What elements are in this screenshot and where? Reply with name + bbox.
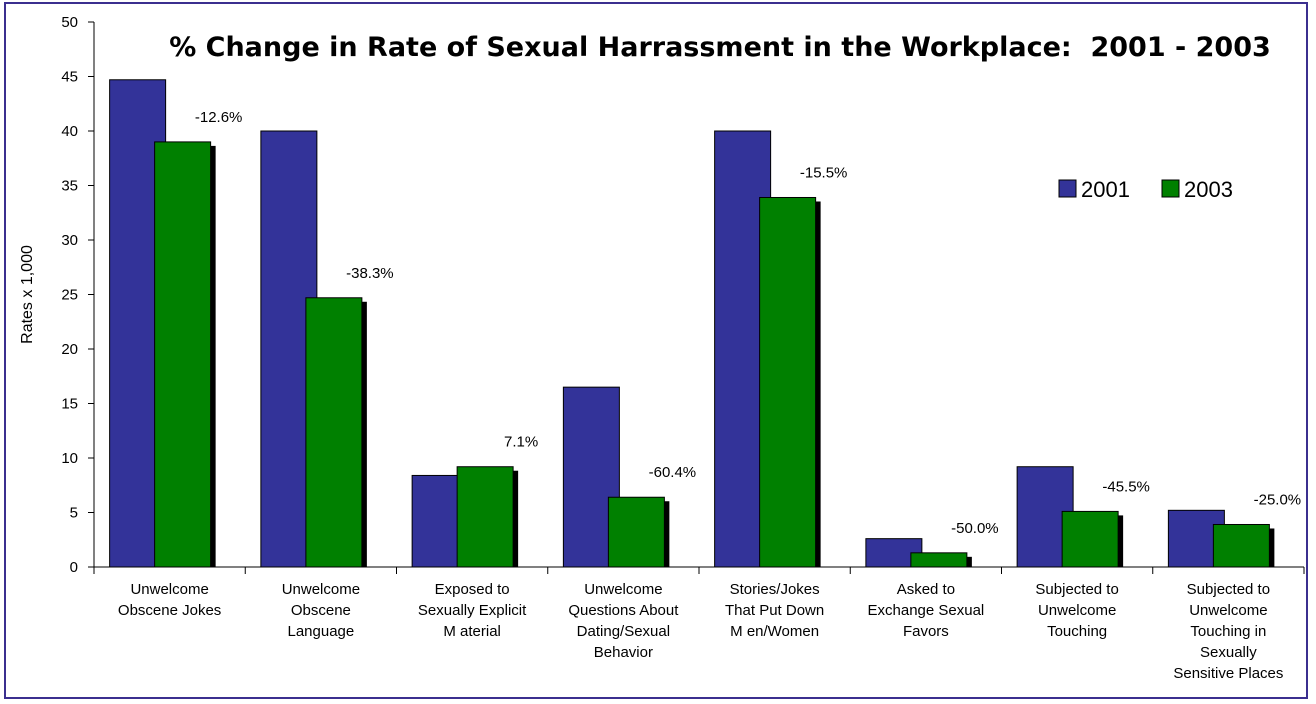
category-label: Sensitive Places bbox=[1173, 665, 1283, 682]
legend-swatch-2001 bbox=[1058, 179, 1077, 198]
category-label: Asked to bbox=[897, 581, 955, 598]
category-label: Unwelcome bbox=[584, 581, 662, 598]
category-label: That Put Down bbox=[725, 602, 824, 619]
y-tick-label: 45 bbox=[61, 69, 78, 86]
chart-title: % Change in Rate of Sexual Harrassment i… bbox=[169, 32, 1271, 63]
y-tick-label: 25 bbox=[61, 287, 78, 304]
y-tick-label: 50 bbox=[61, 14, 78, 31]
category-label: Exchange Sexual bbox=[868, 602, 985, 619]
y-tick-label: 0 bbox=[70, 559, 78, 576]
percent-change-label: -50.0% bbox=[951, 520, 999, 537]
category-label: Exposed to bbox=[435, 581, 510, 598]
category-label: Obscene Jokes bbox=[118, 602, 221, 619]
y-tick-label: 15 bbox=[61, 396, 78, 413]
chart-frame: % Change in Rate of Sexual Harrassment i… bbox=[4, 2, 1308, 699]
percent-change-label: -25.0% bbox=[1254, 491, 1302, 508]
category-label: Sexually bbox=[1200, 644, 1257, 661]
percent-change-label: 7.1% bbox=[504, 434, 538, 451]
category-label: Subjected to bbox=[1187, 581, 1270, 598]
y-tick-label: 10 bbox=[61, 450, 78, 467]
legend-swatch-2003 bbox=[1161, 179, 1180, 198]
category-label: Unwelcome bbox=[130, 581, 208, 598]
category-label: Favors bbox=[903, 623, 949, 640]
category-label: Unwelcome bbox=[282, 581, 360, 598]
y-tick-label: 20 bbox=[61, 341, 78, 358]
legend-label-2003: 2003 bbox=[1184, 177, 1233, 202]
category-label: M aterial bbox=[443, 623, 501, 640]
percent-change-label: -45.5% bbox=[1102, 478, 1150, 495]
category-label: Behavior bbox=[594, 644, 653, 661]
legend-label-2001: 2001 bbox=[1081, 177, 1130, 202]
category-label: Stories/Jokes bbox=[730, 581, 820, 598]
category-label: Unwelcome bbox=[1038, 602, 1116, 619]
category-label: Touching in bbox=[1190, 623, 1266, 640]
category-label: Questions About bbox=[568, 602, 679, 619]
bar-chart: % Change in Rate of Sexual Harrassment i… bbox=[19, 14, 1305, 682]
y-tick-label: 35 bbox=[61, 178, 78, 195]
category-label: M en/Women bbox=[730, 623, 819, 640]
y-tick-label: 30 bbox=[61, 232, 78, 249]
percent-change-label: -12.6% bbox=[195, 109, 243, 126]
bar-2003 bbox=[759, 196, 817, 568]
bar-2003 bbox=[456, 466, 514, 568]
bar-2003 bbox=[305, 297, 363, 568]
category-label: Sexually Explicit bbox=[418, 602, 527, 619]
category-label: Subjected to bbox=[1035, 581, 1118, 598]
y-axis-title: Rates x 1,000 bbox=[19, 245, 36, 344]
y-tick-label: 5 bbox=[70, 505, 78, 522]
category-label: Touching bbox=[1047, 623, 1107, 640]
percent-change-label: -60.4% bbox=[649, 464, 697, 481]
bar-2003 bbox=[1212, 523, 1270, 568]
category-label: Unwelcome bbox=[1189, 602, 1267, 619]
bar-2003 bbox=[910, 552, 968, 568]
bar-2003 bbox=[607, 496, 665, 568]
category-label: Obscene bbox=[291, 602, 351, 619]
category-label: Language bbox=[288, 623, 355, 640]
bar-2003 bbox=[154, 141, 212, 568]
y-tick-label: 40 bbox=[61, 123, 78, 140]
bar-2003 bbox=[1061, 510, 1119, 568]
percent-change-label: -15.5% bbox=[800, 164, 848, 181]
category-label: Dating/Sexual bbox=[577, 623, 670, 640]
percent-change-label: -38.3% bbox=[346, 265, 394, 282]
